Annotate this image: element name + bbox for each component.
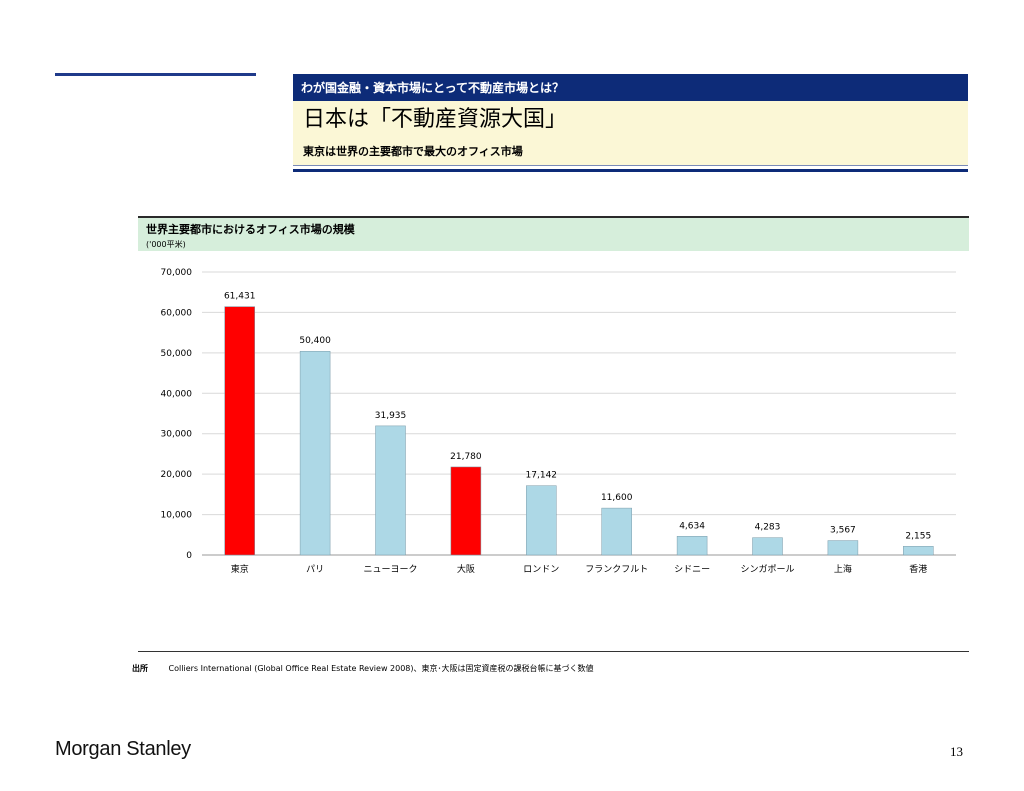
page-title: 日本は「不動産資源大国」 <box>303 107 568 132</box>
x-tick-label: フランクフルト <box>585 564 648 575</box>
data-label: 31,935 <box>375 411 407 421</box>
x-tick-label: 上海 <box>834 563 852 575</box>
bar <box>450 466 482 556</box>
bar <box>827 540 859 556</box>
y-tick-label: 50,000 <box>161 349 193 359</box>
data-label: 50,400 <box>299 336 331 346</box>
bar <box>224 306 255 556</box>
x-tick-label: パリ <box>306 564 324 575</box>
data-label: 2,155 <box>905 531 931 541</box>
x-tick-label: 香港 <box>909 563 927 575</box>
chart-unit: ('000平米) <box>146 240 186 249</box>
y-tick-label: 0 <box>186 551 192 561</box>
y-tick-label: 60,000 <box>161 308 193 318</box>
x-tick-label: シドニー <box>674 565 710 575</box>
header-divider <box>293 165 968 166</box>
data-label: 21,780 <box>450 452 482 462</box>
y-tick-label: 40,000 <box>161 389 193 399</box>
x-tick-label: 東京 <box>231 563 249 575</box>
x-tick-label: シンガポール <box>740 564 794 575</box>
source-note: 出所 Colliers International (Global Office… <box>132 663 594 674</box>
data-label: 4,634 <box>679 521 705 531</box>
decorative-rule <box>55 73 256 76</box>
chart-header: 世界主要都市におけるオフィス市場の規模 ('000平米) <box>138 216 969 251</box>
data-label: 17,142 <box>526 471 558 481</box>
data-label: 11,600 <box>601 493 633 503</box>
source-divider <box>138 651 969 652</box>
bar <box>903 546 934 556</box>
data-label: 61,431 <box>224 292 256 302</box>
bar-chart: 0 10,000 20,000 30,000 40,000 50,000 60,000 70,… <box>161 268 956 575</box>
header-rule <box>293 169 968 172</box>
page-number: 13 <box>950 744 963 759</box>
bar <box>676 536 708 556</box>
data-label: 3,567 <box>830 526 856 536</box>
bar <box>601 507 632 556</box>
y-tick-label: 10,000 <box>161 511 193 521</box>
source-label: 出所 <box>132 664 148 673</box>
bar <box>752 537 783 556</box>
y-tick-label: 70,000 <box>161 268 193 278</box>
bar <box>299 350 331 556</box>
x-tick-label: ニューヨーク <box>363 564 417 575</box>
slide-header: わが国金融・資本市場にとって不動産市場とは？ 日本は「不動産資源大国」 東京は世… <box>293 74 968 172</box>
source-text: Colliers International (Global Office Re… <box>168 664 594 673</box>
chart-title: 世界主要都市におけるオフィス市場の規模 <box>146 223 355 236</box>
y-tick-label: 30,000 <box>161 430 193 440</box>
y-tick-label: 20,000 <box>161 470 193 480</box>
section-title: わが国金融・資本市場にとって不動産市場とは？ <box>293 74 968 101</box>
page-subtitle: 東京は世界の主要都市で最大のオフィス市場 <box>303 145 523 158</box>
x-tick-label: ロンドン <box>523 565 559 575</box>
title-panel: 日本は「不動産資源大国」 東京は世界の主要都市で最大のオフィス市場 <box>293 101 968 165</box>
data-label: 4,283 <box>755 523 781 533</box>
company-logo: Morgan Stanley <box>55 738 191 760</box>
x-tick-label: 大阪 <box>457 563 475 575</box>
bar <box>375 425 406 556</box>
bar <box>526 485 557 556</box>
